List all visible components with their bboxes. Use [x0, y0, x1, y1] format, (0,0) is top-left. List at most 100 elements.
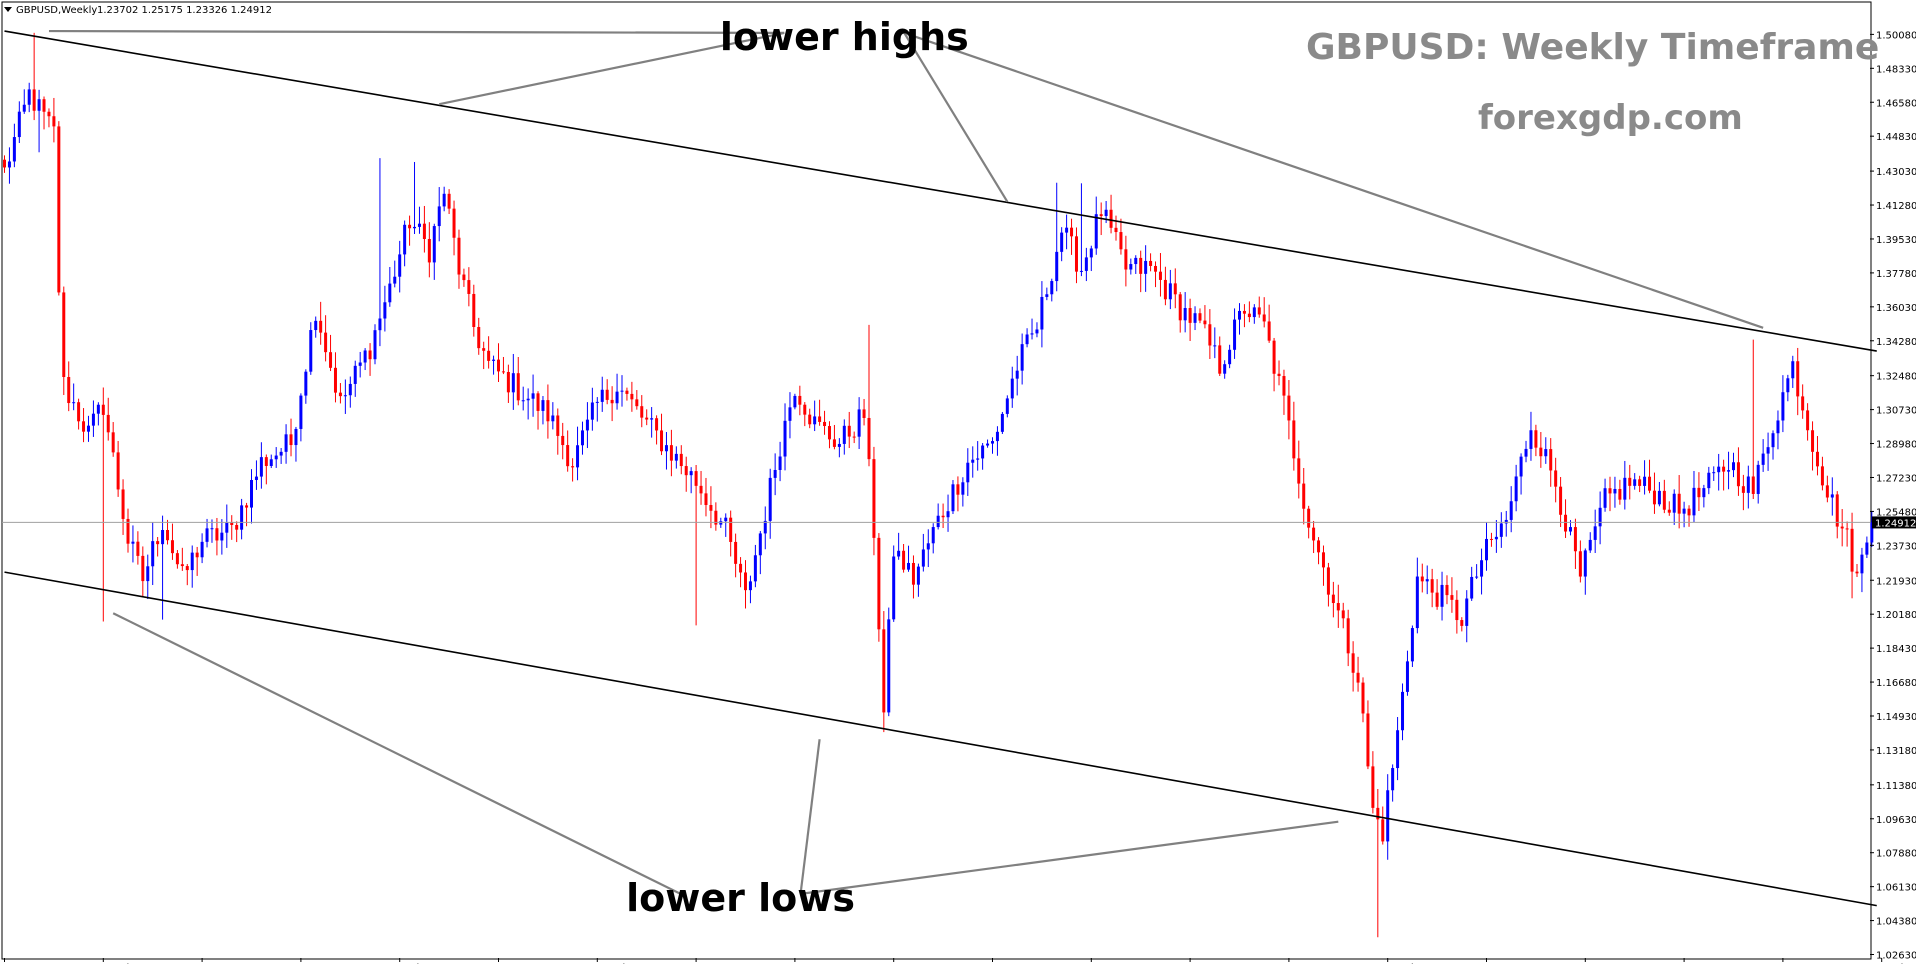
candle — [1356, 656, 1360, 692]
candle — [1870, 511, 1874, 547]
candle — [655, 415, 659, 445]
candle — [585, 402, 589, 449]
price-tick-label: 1.23730 — [1876, 541, 1916, 552]
candle — [1074, 227, 1078, 284]
candle — [1485, 522, 1488, 571]
candle — [739, 557, 743, 588]
candle — [1697, 472, 1701, 512]
candle — [1638, 475, 1642, 493]
candle — [946, 494, 950, 532]
candle — [1494, 520, 1498, 553]
candle — [1677, 475, 1681, 529]
candle — [210, 519, 214, 543]
candle — [1282, 369, 1286, 415]
candle — [353, 360, 357, 397]
price-tick-label: 1.09630 — [1876, 815, 1916, 826]
candle — [1751, 339, 1755, 499]
candle — [1475, 564, 1479, 580]
candle — [1391, 764, 1395, 802]
candle — [1811, 421, 1815, 471]
candle — [911, 555, 915, 599]
candle — [427, 222, 431, 278]
annotation-pointer — [800, 820, 1339, 895]
candle — [610, 386, 614, 422]
candle — [1287, 380, 1291, 440]
candle — [1405, 650, 1409, 696]
candle — [151, 522, 155, 586]
candle — [437, 187, 441, 242]
candles — [3, 32, 1874, 938]
price-tick-label: 1.11380 — [1876, 781, 1916, 792]
candle — [867, 324, 871, 467]
annotation-pointer — [903, 32, 1009, 203]
annotation-pointer — [903, 31, 1764, 329]
dropdown-triangle-icon[interactable] — [4, 7, 12, 12]
candle — [645, 409, 649, 426]
trendline-upper[interactable] — [4, 30, 1877, 352]
candle — [146, 554, 150, 600]
candle — [1623, 460, 1627, 510]
candle — [1736, 447, 1740, 496]
candle — [778, 441, 782, 482]
candle — [42, 96, 46, 130]
candle — [170, 523, 174, 560]
price-tick-label: 1.36030 — [1876, 303, 1916, 314]
candle — [1015, 355, 1019, 396]
candle — [966, 448, 970, 496]
candle — [1272, 337, 1276, 392]
candle — [1667, 501, 1671, 516]
candle — [368, 343, 372, 376]
candle — [1114, 215, 1118, 241]
candle — [190, 545, 194, 588]
candle — [47, 108, 51, 128]
candle — [1218, 336, 1222, 376]
candle — [180, 547, 184, 571]
candle — [981, 443, 985, 470]
candle — [432, 223, 436, 280]
price-tick-label: 1.44830 — [1876, 132, 1916, 143]
candle — [620, 375, 624, 407]
candle — [200, 533, 204, 564]
candle — [1732, 452, 1735, 478]
price-tick-label: 1.32480 — [1876, 372, 1916, 383]
candle — [27, 82, 31, 113]
candle — [1835, 491, 1839, 539]
price-tick-label: 1.20180 — [1876, 610, 1916, 621]
candle — [1124, 235, 1128, 287]
candle — [403, 220, 407, 267]
candle — [1722, 459, 1726, 491]
candle — [561, 422, 565, 460]
candle — [1129, 258, 1133, 275]
candle — [1045, 287, 1049, 301]
candle — [1583, 548, 1587, 595]
candle — [763, 506, 767, 550]
candle — [17, 101, 21, 144]
candle — [314, 316, 318, 338]
candle — [1257, 296, 1261, 318]
annotation-pointer — [112, 612, 682, 895]
candle — [32, 32, 36, 121]
candle — [630, 381, 634, 412]
candle — [12, 123, 16, 168]
candle — [329, 334, 333, 372]
candle — [1840, 509, 1844, 547]
candle — [1608, 476, 1612, 512]
candle — [240, 498, 244, 540]
candle — [1223, 360, 1227, 379]
candle — [462, 268, 466, 287]
candle — [729, 510, 733, 557]
candle — [1183, 292, 1187, 333]
price-tick-label: 1.13180 — [1876, 746, 1916, 757]
candle — [1687, 505, 1691, 527]
candle — [1741, 474, 1745, 511]
trendline-lower[interactable] — [4, 571, 1877, 907]
candle — [1267, 304, 1271, 343]
candle — [1154, 261, 1158, 288]
annotation-pointer — [48, 29, 785, 35]
candle — [482, 341, 486, 370]
candle — [259, 442, 263, 489]
candle — [566, 430, 570, 472]
candle — [279, 447, 283, 464]
candle — [1489, 532, 1493, 547]
